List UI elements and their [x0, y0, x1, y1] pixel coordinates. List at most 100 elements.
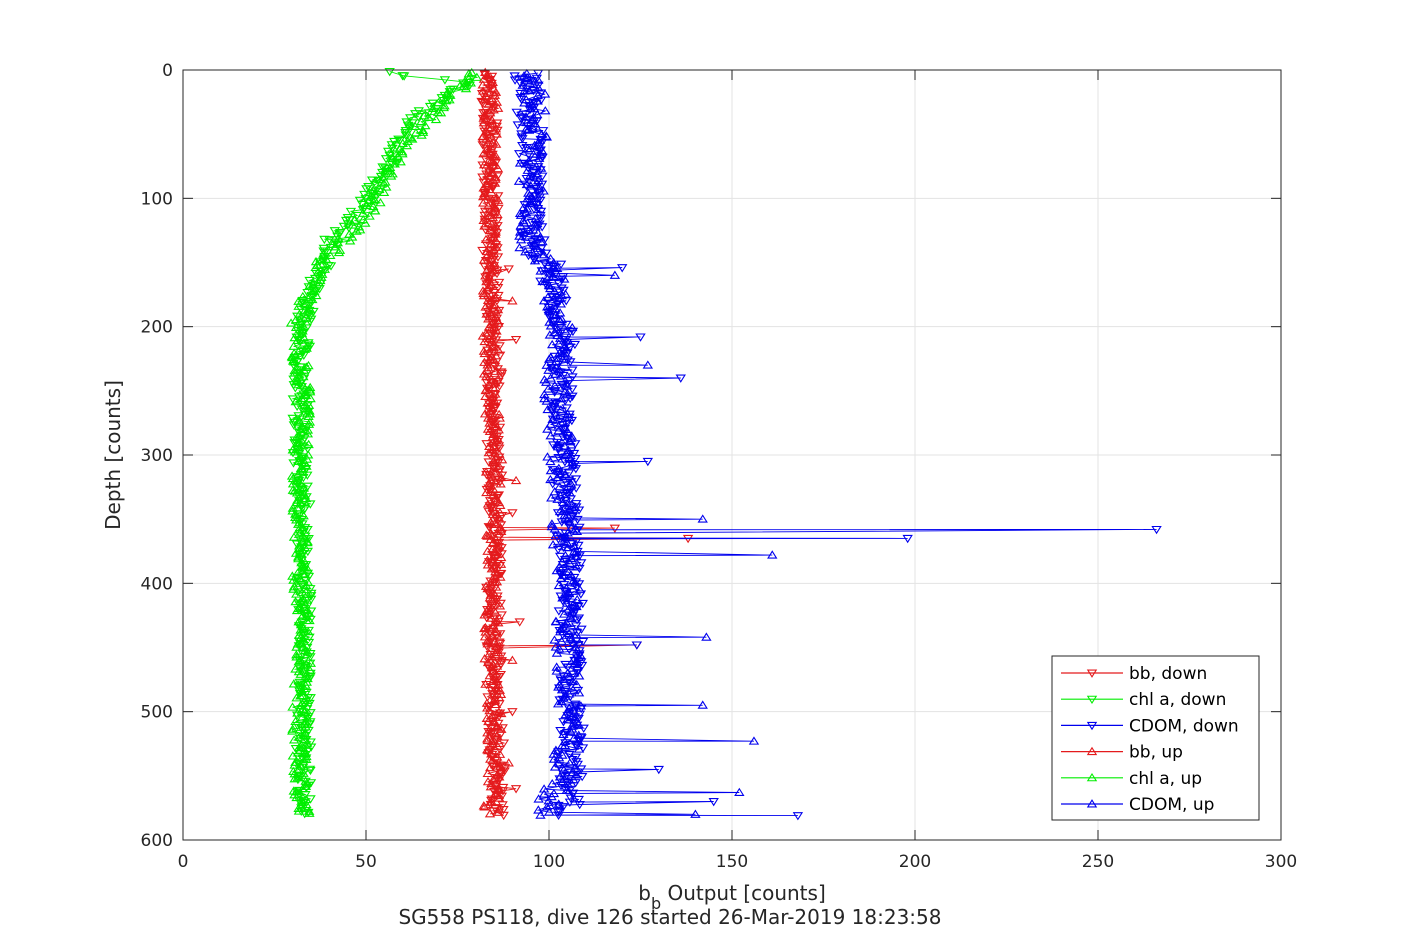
data-point — [507, 509, 518, 518]
data-point — [551, 662, 562, 671]
data-point — [354, 196, 366, 206]
data-point — [555, 405, 567, 414]
data-point — [549, 762, 561, 771]
data-point — [550, 269, 561, 279]
data-point — [491, 97, 503, 106]
data-point — [530, 222, 541, 231]
data-point — [734, 787, 745, 797]
data-point — [492, 253, 504, 262]
data-point — [542, 292, 554, 301]
data-point — [293, 656, 304, 666]
data-point — [549, 524, 560, 533]
y-tick-label: 400 — [141, 574, 173, 594]
data-point — [549, 303, 561, 313]
data-point — [392, 151, 404, 160]
data-point — [532, 228, 544, 237]
data-point — [480, 467, 492, 476]
data-point — [491, 451, 502, 460]
data-point — [495, 630, 506, 639]
data-point — [493, 784, 504, 793]
data-point — [366, 176, 378, 185]
data-point — [286, 471, 298, 480]
y-tick-label: 0 — [162, 61, 173, 81]
data-point — [550, 530, 561, 540]
data-point — [482, 768, 493, 778]
series-layer — [285, 67, 1162, 821]
data-point — [485, 529, 496, 538]
data-point — [559, 736, 571, 746]
data-point — [481, 144, 492, 153]
data-point — [290, 716, 301, 726]
data-point — [568, 638, 579, 647]
data-point — [553, 699, 564, 708]
data-point — [555, 260, 567, 269]
data-point — [485, 308, 496, 317]
data-point — [546, 519, 558, 528]
data-point — [567, 366, 578, 375]
data-point — [482, 703, 493, 712]
data-point — [287, 445, 298, 454]
data-point — [291, 373, 302, 382]
data-point — [488, 244, 499, 254]
data-point — [561, 785, 572, 795]
data-point — [493, 790, 505, 800]
data-point — [571, 526, 583, 535]
x-tick-label: 200 — [899, 852, 931, 872]
data-point — [293, 553, 304, 563]
y-tick-label: 200 — [141, 318, 173, 338]
data-point — [553, 580, 565, 590]
data-point — [478, 255, 490, 264]
data-point — [481, 583, 492, 593]
data-point — [377, 172, 388, 181]
data-point — [294, 324, 305, 333]
data-point — [373, 174, 385, 184]
data-point — [564, 628, 575, 638]
data-point — [565, 525, 577, 534]
data-point — [558, 674, 569, 684]
legend-entry-label: bb, down — [1129, 664, 1207, 684]
data-point — [521, 204, 533, 213]
data-point — [493, 318, 504, 327]
data-point — [478, 346, 490, 355]
data-point — [557, 557, 568, 566]
data-point — [288, 341, 299, 350]
data-point — [561, 380, 572, 389]
data-point — [564, 394, 576, 404]
data-point — [574, 800, 585, 810]
y-tick-label: 300 — [141, 446, 173, 466]
data-point — [288, 348, 300, 357]
data-point — [631, 641, 643, 650]
data-point — [481, 605, 493, 615]
data-point — [296, 328, 308, 337]
data-point — [559, 441, 570, 450]
data-point — [571, 537, 582, 546]
data-point — [489, 178, 501, 187]
data-point — [514, 150, 525, 159]
data-point — [302, 673, 313, 683]
data-point — [567, 477, 578, 486]
data-point — [345, 207, 357, 217]
data-point — [535, 207, 547, 217]
data-point — [484, 210, 496, 219]
data-point — [485, 253, 496, 262]
data-point — [293, 617, 304, 626]
data-point — [480, 622, 491, 632]
data-point — [485, 475, 497, 484]
data-point — [536, 180, 548, 189]
data-point — [439, 76, 451, 85]
data-point — [524, 78, 536, 87]
data-point — [485, 754, 496, 763]
data-point — [494, 685, 506, 694]
data-point — [564, 798, 576, 807]
data-point — [523, 156, 535, 165]
data-point — [294, 309, 305, 318]
data-point — [302, 450, 314, 459]
data-point — [567, 460, 579, 469]
data-point — [493, 204, 504, 214]
data-point — [440, 95, 452, 105]
data-point — [550, 642, 561, 651]
data-point — [544, 807, 555, 816]
data-point — [478, 198, 489, 207]
data-point — [566, 431, 577, 440]
data-point — [298, 374, 310, 383]
